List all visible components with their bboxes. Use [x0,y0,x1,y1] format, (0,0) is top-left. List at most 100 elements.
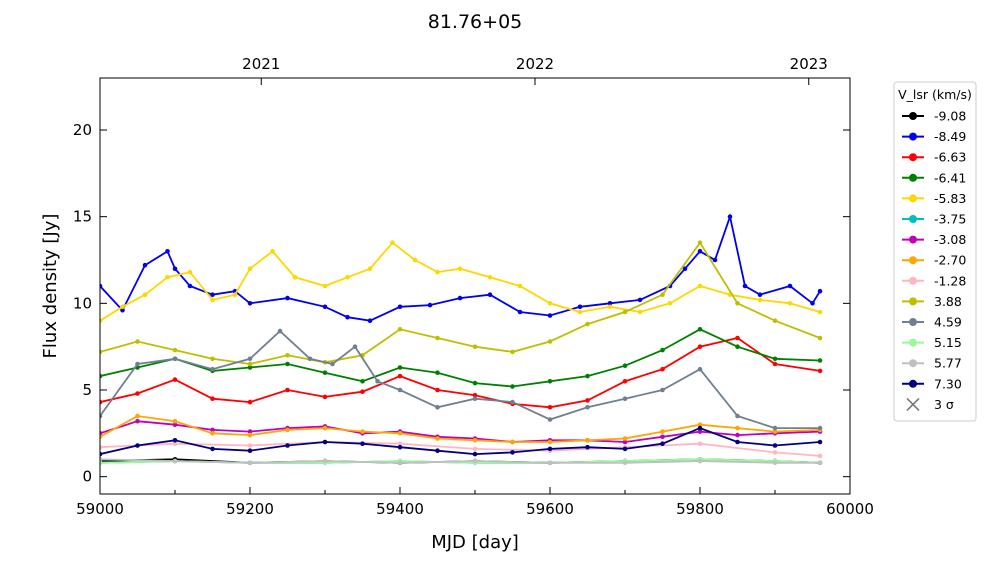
data-point [135,339,140,344]
data-point [100,431,103,436]
legend-swatch-marker [909,379,917,388]
data-point [772,318,778,324]
data-point [457,295,463,301]
data-point [360,441,365,447]
legend-swatch-marker [909,194,917,203]
data-point [742,283,748,289]
data-point [172,356,178,362]
data-point [585,438,590,443]
data-point [660,347,665,353]
data-point [435,269,440,275]
data-point [210,297,215,303]
y-tick-label: 10 [73,294,92,312]
data-point [787,283,793,289]
data-point [247,443,253,448]
legend-entry-label: -2.70 [934,253,966,268]
data-point [135,418,140,424]
data-point [100,434,103,440]
data-point [292,275,298,280]
x-tick-label: 60000 [826,500,874,518]
legend-entry-label: 5.15 [934,335,962,350]
data-point [660,366,665,372]
data-point [577,304,583,310]
data-point [360,389,365,395]
data-point [435,387,440,393]
data-point [210,396,215,402]
data-point [787,301,793,306]
data-point [345,275,350,280]
x-axis-label: MJD [day] [431,532,519,553]
legend-swatch-marker [909,153,917,162]
data-point [697,441,703,447]
data-point [232,292,238,298]
data-point [510,439,515,445]
data-point [435,436,440,441]
legend-swatch-marker [909,338,917,347]
data-point [322,439,328,445]
data-point [172,266,178,272]
data-point [397,444,403,450]
data-point [817,358,823,363]
series-line-9 [100,241,821,365]
data-point [697,240,703,245]
data-point [397,387,403,393]
data-point [622,436,628,441]
data-point [247,356,253,362]
legend-swatch-marker [909,235,917,244]
legend-swatch-marker [909,173,917,182]
data-point [487,275,493,280]
data-point [285,295,290,301]
data-point [817,439,823,445]
data-point [682,266,688,272]
data-point [100,399,103,405]
top-tick-label: 2021 [242,55,280,73]
x-tick-label: 59000 [76,500,124,518]
data-point [360,379,365,384]
legend-swatch-marker [909,215,917,223]
data-point [397,441,403,447]
data-point [100,460,103,466]
data-point [622,460,628,466]
data-point [727,214,733,219]
data-point [697,344,703,350]
data-point [607,304,613,310]
data-point [517,283,523,289]
data-point [165,249,170,254]
legend-swatch-marker [909,256,917,265]
data-point [135,361,140,367]
data-point [472,344,478,350]
data-point [210,431,215,436]
data-point [585,405,590,410]
data-point [622,309,628,315]
data-point [247,365,253,370]
data-point [622,446,628,452]
data-point [210,356,215,362]
data-point [712,257,718,263]
data-point [247,460,253,466]
data-point [510,384,515,389]
x-tick-label: 59600 [526,500,574,518]
series-line-10 [100,329,820,430]
data-point [397,304,403,310]
y-tick-label: 15 [73,208,92,226]
data-point [307,356,313,362]
data-point [697,283,703,289]
data-point [660,387,665,393]
data-point [435,335,440,341]
data-point [547,339,553,344]
data-point [247,399,253,405]
data-point [435,405,440,410]
legend-entry-label: -6.63 [934,150,966,165]
legend-swatch-marker [909,276,917,285]
data-point [547,460,553,466]
legend-entry-label: 5.77 [934,356,962,371]
data-point [510,399,515,405]
data-point [735,432,740,438]
data-point [697,458,703,464]
data-point [817,425,823,431]
y-tick-label: 20 [73,121,92,139]
plot-area [100,213,823,466]
data-point [412,257,418,263]
series-line-3 [100,328,821,388]
